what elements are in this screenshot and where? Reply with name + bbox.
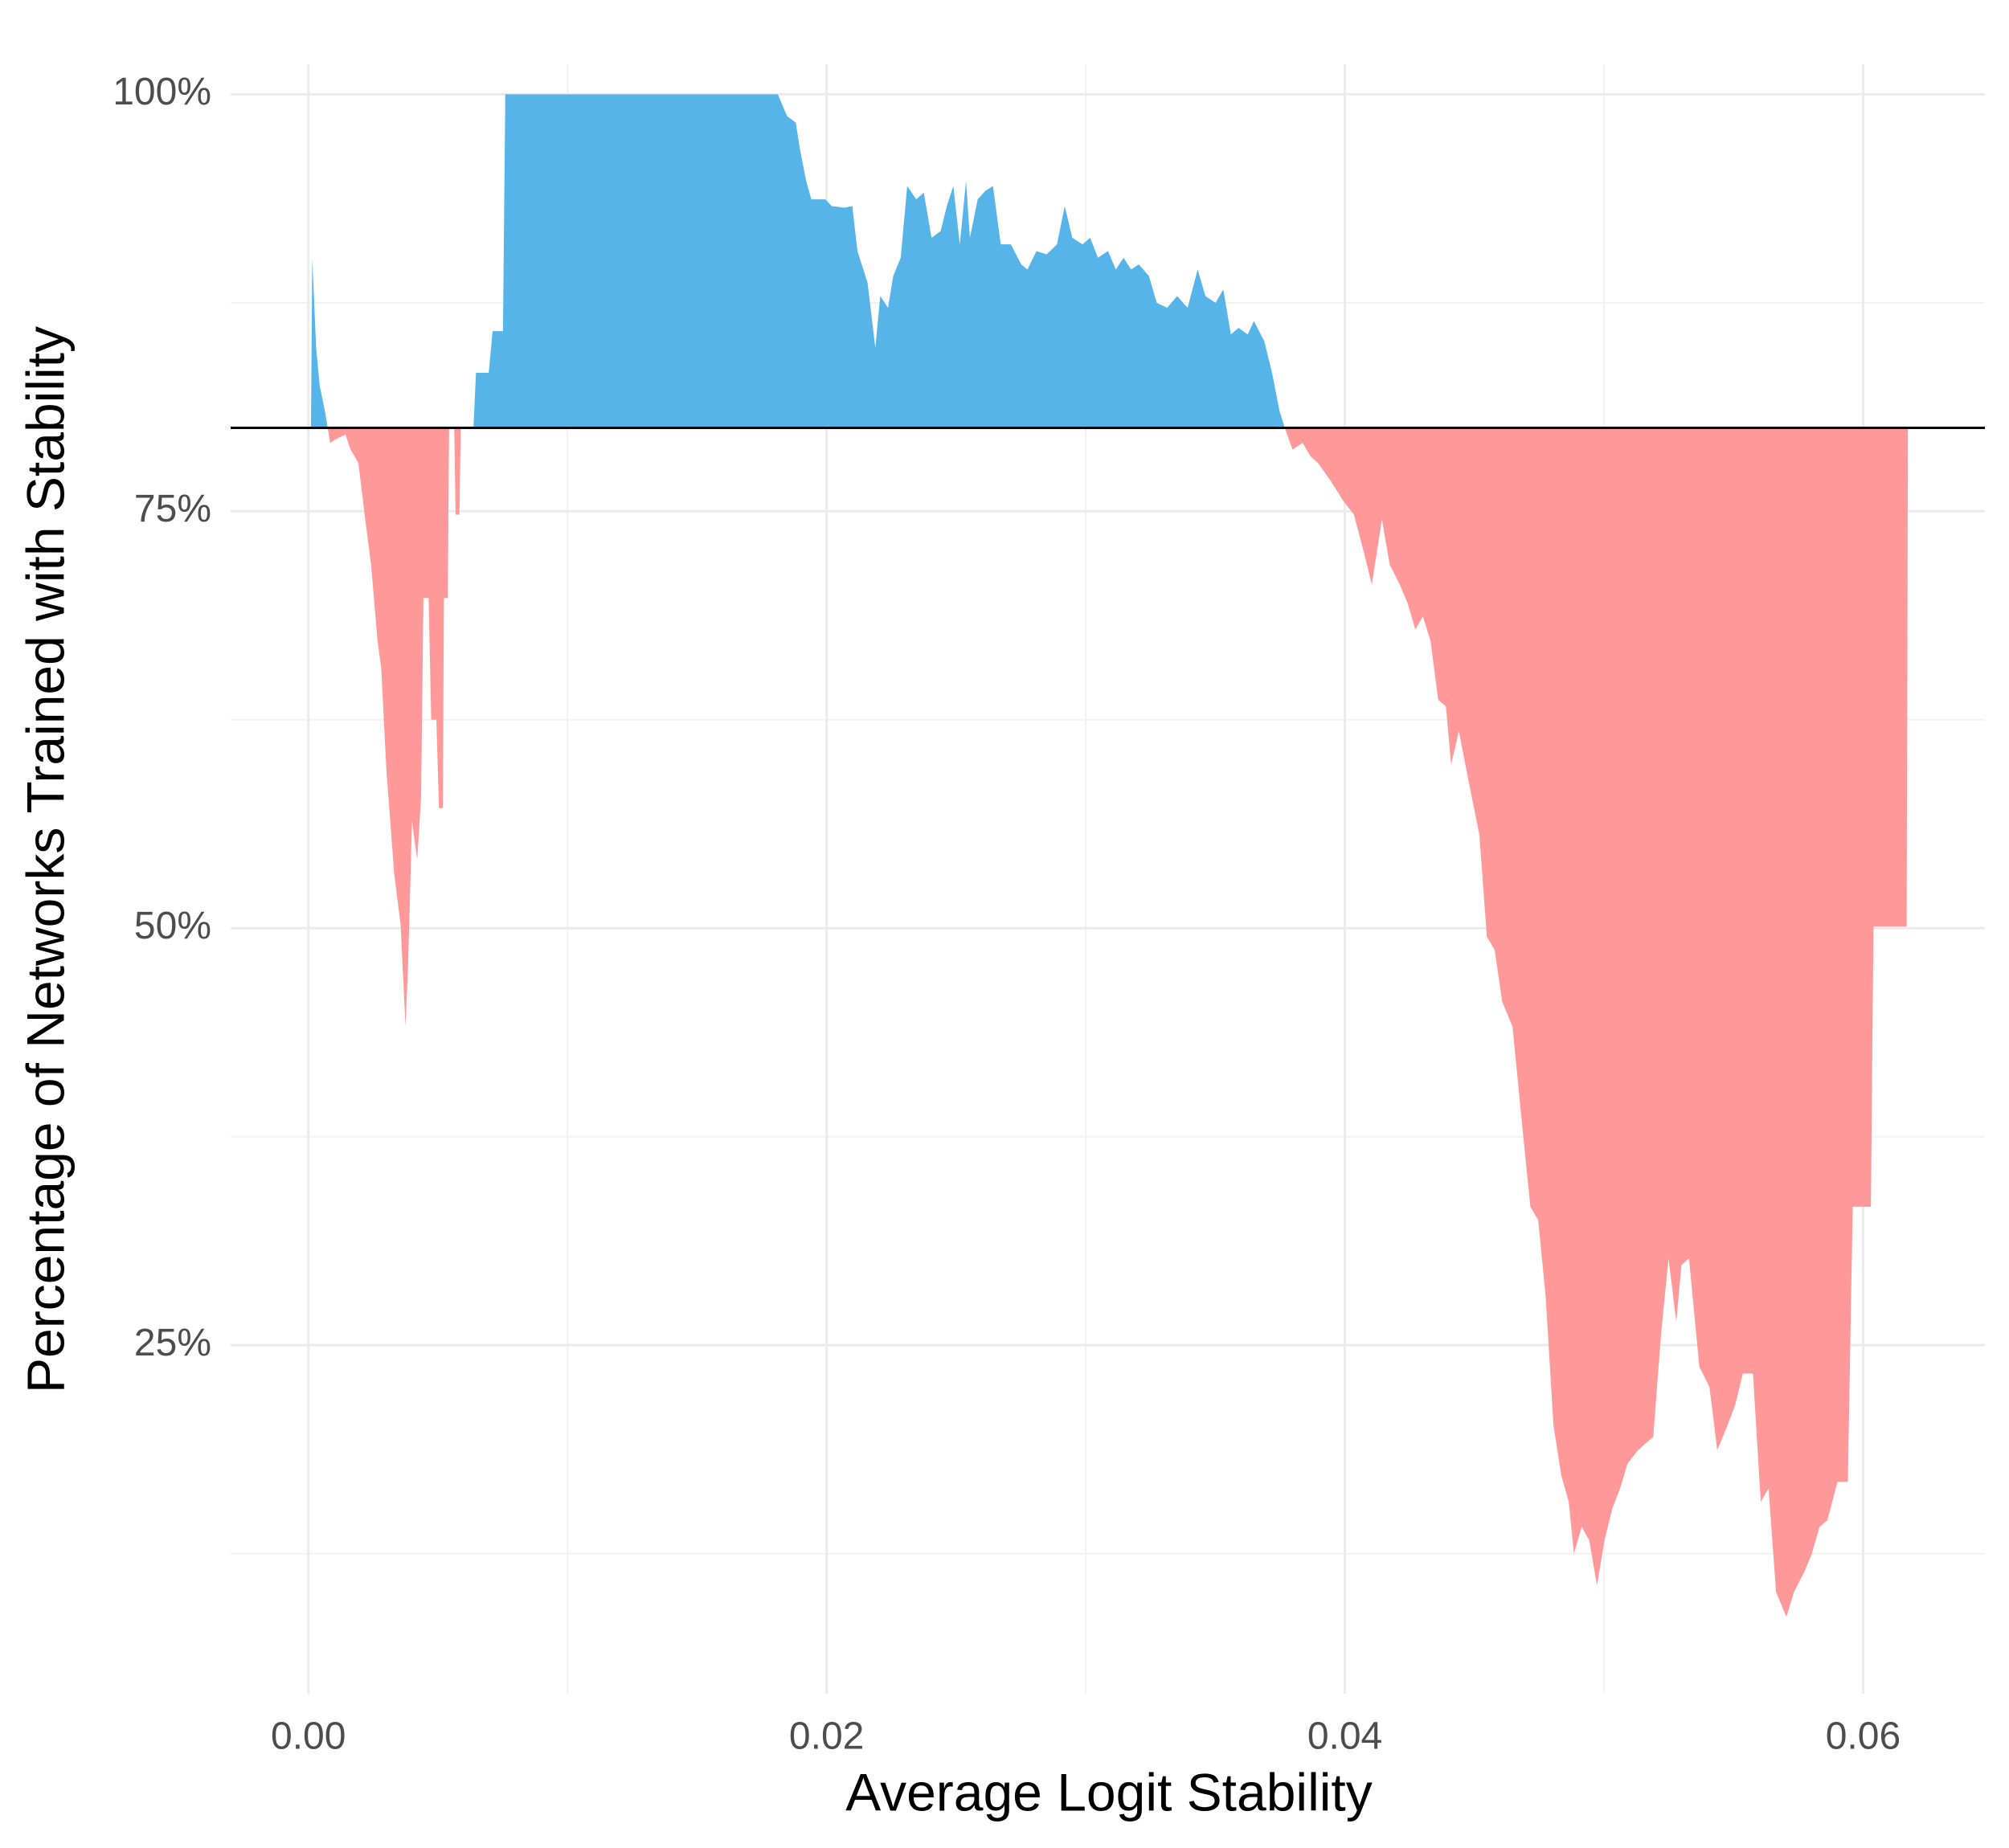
x-tick-label: 0.06 (1826, 1715, 1901, 1758)
x-tick-label: 0.00 (271, 1715, 346, 1758)
x-tick-label: 0.02 (789, 1715, 864, 1758)
areas (231, 94, 1985, 1617)
labels: 0.00 0.02 0.04 0.06 25% 50% 75% 100% (113, 71, 1901, 1758)
area-below (310, 427, 1909, 1617)
y-tick-label: 25% (134, 1322, 211, 1364)
y-tick-label: 100% (113, 71, 211, 113)
y-tick-label: 50% (134, 905, 211, 947)
x-axis-title: Average Logit Stability (845, 1762, 1373, 1821)
area-above (310, 94, 1285, 428)
y-tick-label: 75% (134, 488, 211, 530)
x-tick-label: 0.04 (1307, 1715, 1382, 1758)
y-axis-title: Percentage of Networks Trained with Stab… (15, 326, 75, 1393)
